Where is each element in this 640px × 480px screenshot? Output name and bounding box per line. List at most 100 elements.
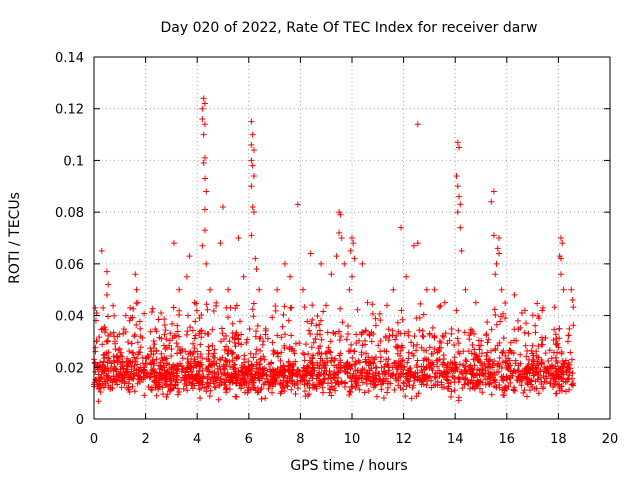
data-point [353, 382, 360, 389]
data-point-spike [307, 250, 314, 257]
data-point [359, 365, 366, 372]
data-point [210, 307, 217, 314]
data-point [176, 307, 183, 314]
data-point [539, 307, 546, 314]
data-point [269, 314, 276, 321]
data-point [502, 315, 509, 322]
data-point [482, 376, 489, 383]
data-point [345, 323, 352, 330]
data-point [250, 313, 257, 320]
data-point [182, 381, 189, 388]
data-point [553, 341, 560, 348]
data-point [344, 330, 351, 337]
data-point [207, 376, 214, 383]
data-point-spike [220, 203, 226, 210]
data-point [231, 370, 238, 377]
data-point [516, 367, 523, 374]
data-point [332, 330, 339, 337]
data-point-spike [235, 235, 242, 241]
data-point [440, 352, 447, 359]
data-point [149, 359, 156, 366]
data-point [179, 355, 186, 362]
data-point [424, 372, 431, 379]
data-point [559, 358, 566, 365]
data-point [207, 387, 214, 394]
data-point [148, 309, 155, 316]
data-point [132, 358, 139, 365]
data-point [353, 360, 360, 367]
y-tick-label: 0.04 [55, 310, 84, 325]
data-point [379, 380, 386, 387]
data-point [316, 349, 323, 356]
data-point [568, 381, 575, 388]
data-point [249, 363, 256, 370]
data-point [179, 365, 186, 372]
data-point [384, 378, 391, 385]
data-point [309, 316, 316, 323]
data-point [144, 352, 151, 359]
data-point [281, 303, 288, 310]
data-point [292, 391, 299, 398]
data-point [278, 334, 285, 341]
data-point [318, 336, 325, 343]
data-point [161, 367, 168, 374]
data-point [122, 312, 129, 319]
data-point [529, 342, 536, 349]
data-point [362, 337, 369, 344]
data-point [158, 355, 165, 362]
data-point [400, 379, 407, 386]
data-point [389, 332, 396, 339]
data-point-spike [350, 240, 357, 247]
data-point-spike [201, 154, 208, 161]
data-point [313, 375, 320, 382]
data-point [359, 342, 366, 349]
data-point-spike [248, 157, 255, 164]
data-point [232, 375, 239, 382]
data-point [521, 329, 528, 336]
data-point [440, 374, 447, 381]
data-point [280, 374, 287, 381]
data-point [492, 311, 499, 318]
data-point-spike [200, 95, 207, 102]
data-point [506, 357, 513, 364]
data-point [177, 360, 184, 367]
data-point [233, 302, 240, 309]
data-point [456, 361, 463, 368]
data-point [324, 329, 331, 336]
data-point [479, 379, 486, 386]
data-point [398, 342, 405, 349]
data-point [207, 380, 214, 387]
data-point [110, 302, 117, 309]
data-point [327, 349, 334, 356]
data-point [148, 386, 155, 393]
data-point [319, 380, 326, 387]
data-point [253, 359, 260, 366]
data-point [97, 388, 104, 395]
data-point [253, 346, 260, 353]
data-point [564, 376, 571, 383]
data-point [184, 387, 191, 394]
data-point [249, 381, 256, 388]
data-point [394, 319, 401, 326]
data-point [107, 377, 114, 384]
data-point [223, 357, 230, 364]
data-point-spike [336, 209, 343, 216]
data-point-spike [493, 260, 500, 267]
data-point [358, 369, 365, 376]
x-tick-label: 18 [550, 432, 567, 447]
data-point [148, 351, 155, 358]
data-point [206, 347, 213, 354]
data-point [136, 373, 143, 380]
data-point-spike [333, 253, 340, 260]
data-point [416, 327, 423, 334]
data-point [502, 359, 509, 366]
data-point [348, 341, 355, 348]
data-point [328, 357, 335, 364]
data-point [159, 357, 166, 364]
data-point-spike [490, 188, 497, 195]
y-tick-label: 0.08 [55, 206, 84, 221]
data-point [147, 359, 154, 366]
data-point [326, 389, 333, 396]
data-point [147, 328, 154, 335]
